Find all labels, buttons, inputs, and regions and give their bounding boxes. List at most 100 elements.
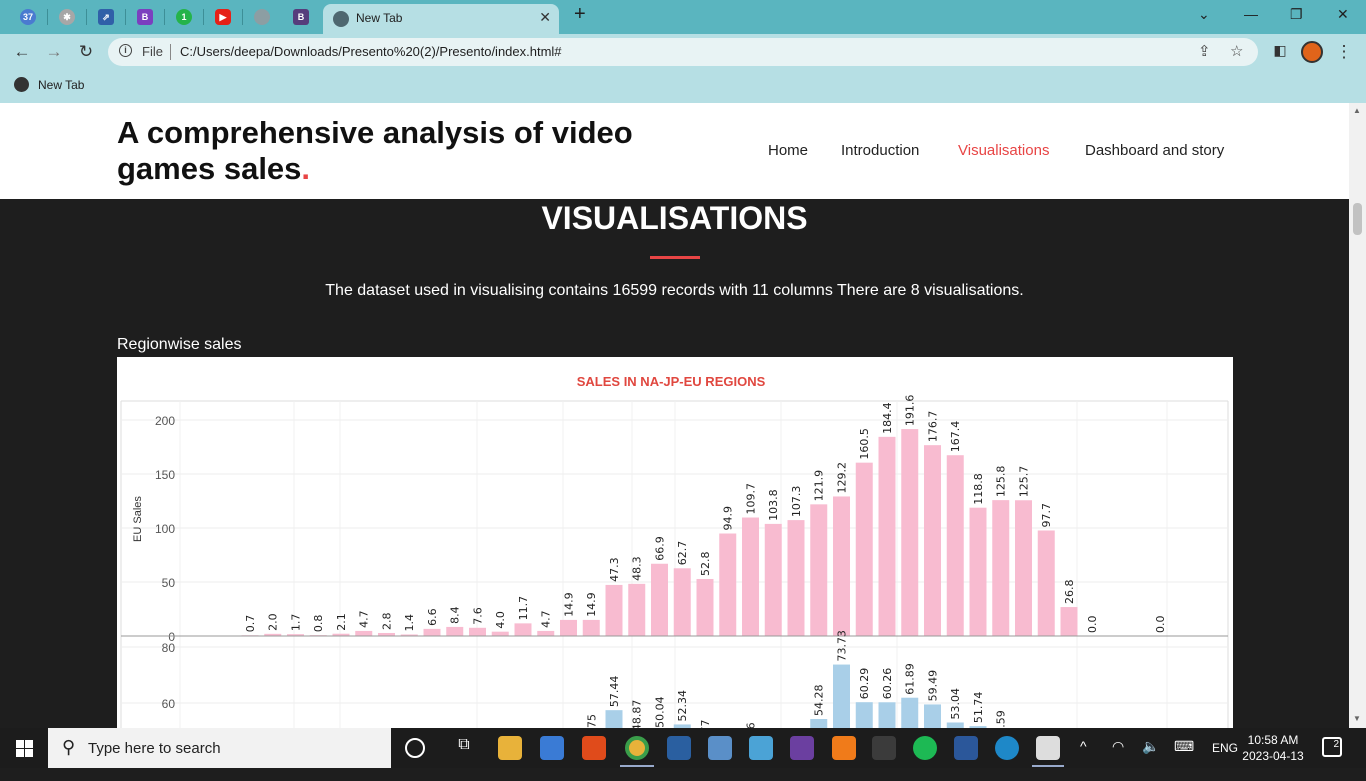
eu-data-label: 11.7 — [517, 596, 530, 621]
photos-icon[interactable] — [1036, 736, 1060, 760]
globe-icon — [254, 9, 270, 25]
tab-new-tab[interactable]: New Tab ✕ — [323, 4, 559, 34]
menu-icon[interactable]: ⋮ — [1334, 42, 1354, 62]
vscode-icon[interactable] — [667, 736, 691, 760]
keyboard-icon[interactable]: ⌨ — [1174, 738, 1194, 778]
gear-icon: ✱ — [59, 9, 75, 25]
address-bar[interactable]: i File C:/Users/deepa/Downloads/Presento… — [108, 38, 1258, 66]
jp-data-label: 60.29 — [858, 668, 871, 700]
tab-settings[interactable]: ✱ — [56, 7, 78, 27]
eu-data-label: 4.7 — [540, 610, 553, 628]
nav-dashboard-and-story[interactable]: Dashboard and story — [1085, 142, 1224, 159]
clock-date: 2023-04-13 — [1242, 748, 1304, 764]
address-url[interactable]: C:/Users/deepa/Downloads/Presento%20(2)/… — [180, 44, 562, 59]
tab-strip: 37 ✱ ⇗ B 1 ▶ B New Tab ✕ — [0, 0, 1366, 34]
browser-toolbar: ← → ↻ i File C:/Users/deepa/Downloads/Pr… — [0, 34, 1366, 70]
chrome-icon — [333, 11, 349, 27]
address-scheme: File — [142, 44, 163, 59]
wifi-icon[interactable]: ◠ — [1112, 738, 1124, 778]
edge-icon[interactable] — [995, 736, 1019, 760]
notification-center-icon[interactable]: 2 — [1322, 737, 1342, 757]
chrome-icon[interactable] — [625, 736, 649, 760]
scroll-thumb[interactable] — [1353, 203, 1362, 235]
tray-overflow-icon[interactable]: ^ — [1080, 738, 1087, 778]
share-icon[interactable]: ⇪ — [1198, 42, 1211, 60]
search-placeholder: Type here to search — [88, 740, 221, 757]
task-view-icon[interactable]: ⧉ — [452, 736, 476, 760]
whatsapp-icon: 1 — [176, 9, 192, 25]
eu-y-tick-label: 50 — [162, 576, 176, 590]
eu-data-label: 7.6 — [472, 607, 485, 625]
eu-bar — [537, 631, 554, 636]
volume-icon[interactable]: 🔈 — [1142, 738, 1159, 778]
reload-button[interactable]: ↻ — [76, 42, 96, 62]
tab-badge-37[interactable]: 37 — [17, 7, 39, 27]
eu-bar — [742, 518, 759, 636]
restore-button[interactable]: ❐ — [1290, 6, 1303, 23]
teams-icon[interactable] — [790, 736, 814, 760]
scroll-up-arrow[interactable]: ▲ — [1353, 106, 1361, 115]
bookmark-new-tab[interactable]: New Tab — [14, 77, 84, 92]
eu-data-label: 8.4 — [449, 606, 462, 624]
site-title[interactable]: A comprehensive analysis of video games … — [117, 115, 677, 187]
eu-data-label: 176.7 — [927, 411, 940, 443]
eu-data-label: 97.7 — [1040, 503, 1053, 528]
eu-bar — [810, 504, 827, 636]
tableau-icon[interactable] — [749, 736, 773, 760]
tab-whatsapp[interactable]: 1 — [173, 7, 195, 27]
clock[interactable]: 10:58 AM 2023-04-13 — [1242, 732, 1304, 764]
eu-data-label: 1.4 — [403, 614, 416, 632]
side-panel-icon[interactable]: ◧ — [1270, 42, 1290, 59]
close-tab-icon[interactable]: ✕ — [539, 9, 551, 26]
eu-bar — [924, 445, 941, 636]
tab-globe[interactable] — [251, 7, 273, 27]
jp-y-tick-label: 60 — [162, 697, 176, 711]
scroll-down-arrow[interactable]: ▼ — [1353, 714, 1361, 723]
close-window-button[interactable]: ✕ — [1337, 6, 1349, 23]
browser-window: 37 ✱ ⇗ B 1 ▶ B New Tab ✕ — [0, 0, 1366, 103]
profile-avatar[interactable] — [1301, 41, 1323, 63]
eu-bar — [833, 496, 850, 636]
jp-data-label: 54.28 — [813, 685, 826, 717]
forward-button[interactable]: → — [44, 42, 64, 62]
eu-data-label: 184.4 — [881, 402, 894, 434]
page-scrollbar[interactable]: ▲ ▼ — [1349, 103, 1366, 728]
section-description: The dataset used in visualising contains… — [0, 282, 1349, 300]
eu-bar — [446, 627, 463, 636]
eu-data-label: 0.0 — [1086, 616, 1099, 634]
tab-title: New Tab — [356, 11, 402, 25]
jp-bar — [924, 704, 941, 728]
spotify-icon[interactable] — [913, 736, 937, 760]
eu-data-label: 14.9 — [563, 592, 576, 617]
tab-youtube[interactable]: ▶ — [212, 7, 234, 27]
nav-visualisations[interactable]: Visualisations — [958, 142, 1049, 159]
word-icon[interactable] — [954, 736, 978, 760]
minimize-button[interactable]: — — [1244, 6, 1258, 22]
jp-data-label: 60.26 — [881, 668, 894, 700]
python-idle-icon[interactable] — [708, 736, 732, 760]
paint-icon[interactable] — [872, 736, 896, 760]
new-tab-button[interactable]: + — [574, 3, 586, 26]
file-explorer-icon[interactable] — [498, 736, 522, 760]
tab-link[interactable]: ⇗ — [95, 7, 117, 27]
globe-icon — [14, 77, 29, 92]
tab-search-icon[interactable]: ⌄ — [1198, 6, 1210, 23]
back-button[interactable]: ← — [12, 42, 32, 62]
office-icon[interactable] — [582, 736, 606, 760]
start-button[interactable] — [0, 728, 48, 768]
eu-data-label: 0.0 — [1154, 616, 1167, 634]
store-icon[interactable] — [540, 736, 564, 760]
tab-bootstrap[interactable]: B — [290, 7, 312, 27]
jp-data-label: 48.87 — [631, 700, 644, 728]
kaggle-icon[interactable] — [832, 736, 856, 760]
eu-data-label: 160.5 — [858, 428, 871, 460]
nav-introduction[interactable]: Introduction — [841, 142, 919, 159]
tab-b[interactable]: B — [134, 7, 156, 27]
taskbar-search[interactable]: ⚲ Type here to search — [48, 728, 391, 768]
bookmark-star-icon[interactable]: ☆ — [1230, 42, 1243, 60]
info-icon[interactable]: i — [119, 44, 132, 57]
language-indicator[interactable]: ENG — [1212, 741, 1238, 781]
cortana-icon[interactable] — [405, 738, 425, 758]
nav-home[interactable]: Home — [768, 142, 808, 159]
